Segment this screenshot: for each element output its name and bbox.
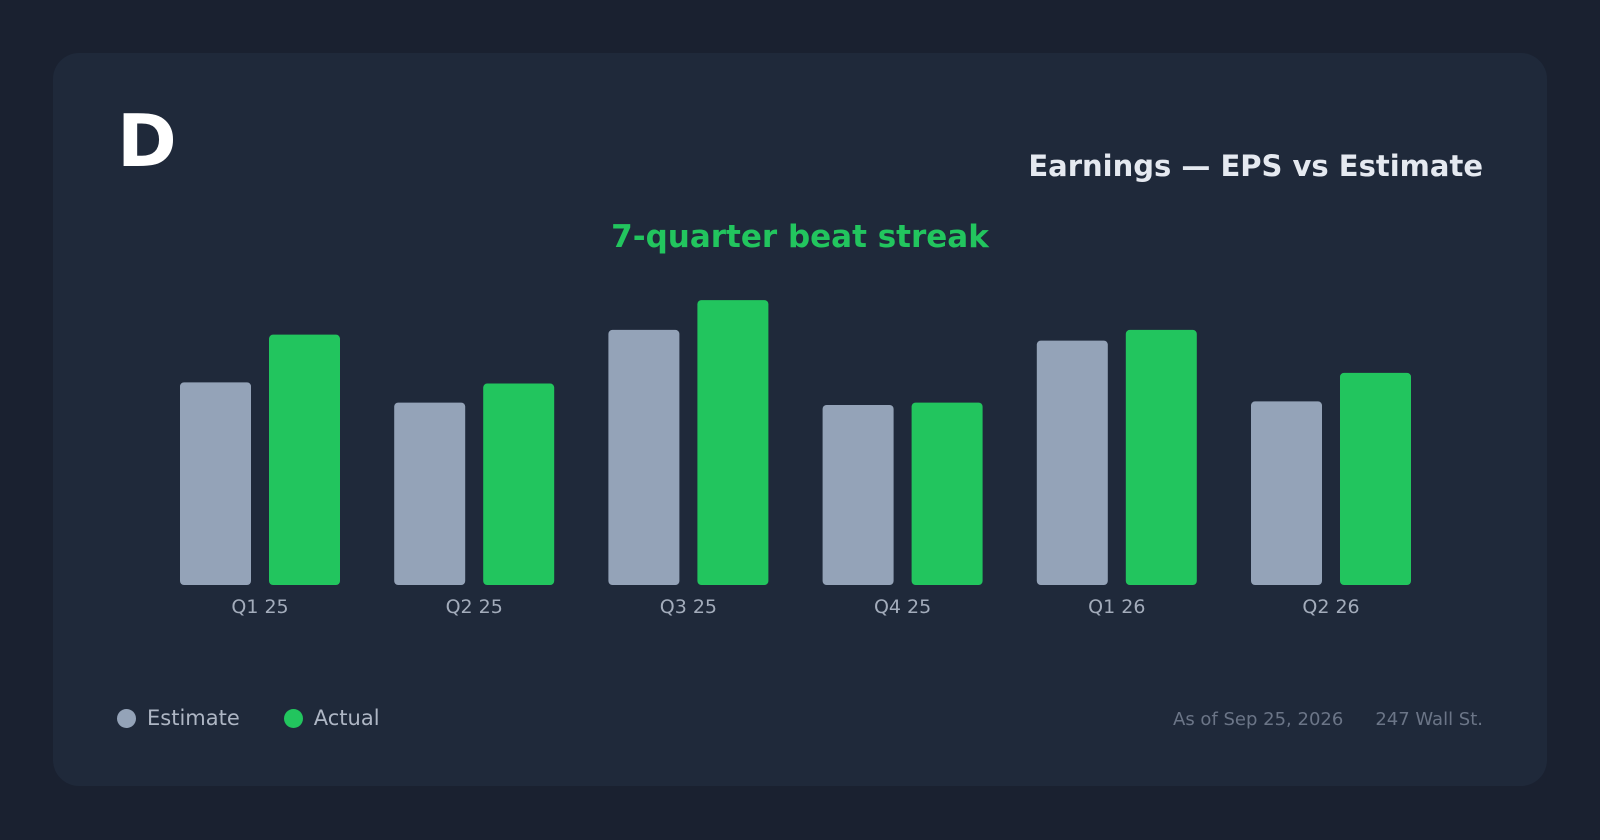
legend-label-actual: Actual — [313, 706, 380, 730]
chart-title: Earnings — EPS vs Estimate — [1028, 149, 1483, 183]
bar-actual-q1-25 — [269, 334, 340, 585]
footer: As of Sep 25, 2026 247 Wall St. — [1173, 709, 1483, 730]
as-of-date: As of Sep 25, 2026 — [1173, 709, 1344, 730]
legend-label-estimate: Estimate — [147, 706, 240, 730]
bar-actual-q4-25 — [911, 402, 983, 585]
bar-actual-q1-26 — [1125, 329, 1197, 585]
x-tick-label: Q4 25 — [874, 596, 931, 618]
chart-card: D Earnings — EPS vs Estimate 7-quarter b… — [53, 53, 1547, 786]
x-tick-label: Q1 26 — [1088, 596, 1145, 618]
chart-subtitle: 7-quarter beat streak — [611, 219, 989, 255]
bar-estimate-q1-25 — [180, 382, 251, 585]
bar-estimate-q3-25 — [608, 329, 680, 585]
x-tick-label: Q2 25 — [446, 596, 503, 618]
bar-chart: Q1 25 Q2 25 Q3 25 Q4 25 Q1 26 Q2 26 — [180, 300, 1411, 618]
legend-swatch-estimate — [117, 708, 136, 728]
bar-actual-q2-25 — [483, 383, 555, 585]
legend-item-estimate: Estimate — [117, 706, 240, 730]
bar-estimate-q1-26 — [1036, 340, 1108, 585]
bar-actual-q2-26 — [1340, 372, 1411, 585]
bar-estimate-q2-25 — [394, 402, 466, 585]
bar-actual-q3-25 — [697, 300, 769, 585]
legend: Estimate Actual — [117, 706, 380, 730]
x-tick-label: Q1 25 — [231, 596, 288, 618]
bar-estimate-q2-26 — [1251, 401, 1322, 585]
legend-item-actual: Actual — [283, 706, 380, 730]
x-tick-label: Q3 25 — [660, 596, 717, 618]
brand-logo: D — [117, 99, 177, 183]
bar-estimate-q4-25 — [822, 405, 894, 585]
legend-swatch-actual — [283, 708, 303, 728]
source-credit: 247 Wall St. — [1375, 709, 1483, 730]
x-tick-label: Q2 26 — [1302, 596, 1359, 618]
